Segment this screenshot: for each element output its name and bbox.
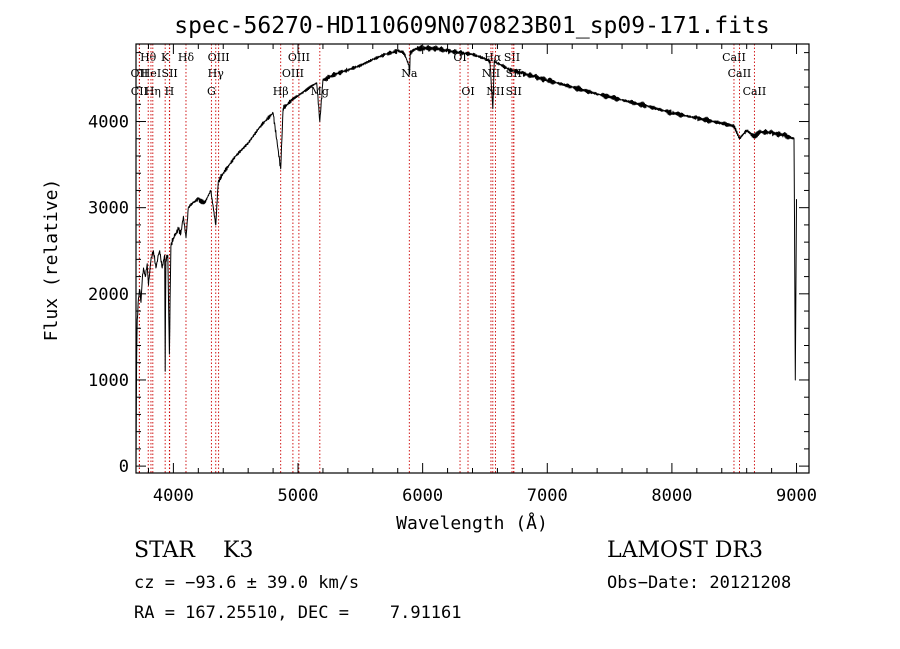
y-tick-label-3: 3000 bbox=[88, 199, 129, 219]
plot-frame bbox=[135, 43, 810, 474]
y-tick-label-2: 2000 bbox=[88, 285, 129, 305]
y-tick-label-0: 0 bbox=[119, 457, 129, 477]
x-tick-label-2: 6000 bbox=[402, 486, 443, 506]
x-tick-label-5: 9000 bbox=[776, 486, 817, 506]
chart-title: spec-56270-HD110609N070823B01_sp09-171.f… bbox=[174, 13, 769, 39]
line-marker-label-13: OIII bbox=[288, 51, 310, 64]
line-marker-label-2: Hθ bbox=[140, 51, 157, 64]
line-marker-label-7: H bbox=[165, 85, 175, 98]
line-marker-label-18: OI bbox=[461, 85, 474, 98]
x-axis-label: Wavelength (Å) bbox=[396, 512, 548, 534]
line-marker-label-26: CaII bbox=[728, 67, 752, 80]
axes: 4000 5000 6000 7000 8000 9000 0 1000 2000 3000 400… bbox=[88, 44, 817, 506]
line-marker-label-12: Hβ bbox=[273, 85, 289, 98]
line-marker-label-4: Hη bbox=[145, 85, 161, 98]
line-marker-label-25: CaII bbox=[722, 51, 746, 64]
survey-name: LAMOST DR3 bbox=[607, 538, 763, 563]
ra-dec: RA = 167.25510, DEC = 7.91161 bbox=[134, 603, 462, 623]
line-marker-label-14: OIII bbox=[282, 67, 304, 80]
line-marker-label-21: NII bbox=[486, 85, 504, 98]
obs-date: Obs−Date: 20121208 bbox=[607, 573, 792, 593]
line-marker-label-19: Hα bbox=[484, 51, 502, 64]
line-marker-label-24: SII bbox=[506, 85, 522, 98]
line-marker-label-9: OIII bbox=[208, 51, 230, 64]
y-tick-label-1: 1000 bbox=[88, 371, 129, 391]
line-marker-label-8: Hδ bbox=[178, 51, 195, 64]
line-marker-label-11: G bbox=[207, 85, 216, 98]
spectrum-line bbox=[135, 44, 797, 467]
y-axis-label: Flux (relative) bbox=[41, 179, 62, 342]
line-marker-label-10: Hγ bbox=[208, 67, 225, 80]
line-marker-label-3: HeI bbox=[141, 67, 161, 80]
line-marker-label-15: Mg bbox=[311, 85, 329, 98]
object-class: STAR K3 bbox=[134, 538, 254, 563]
line-marker-label-1: CII bbox=[131, 85, 148, 98]
x-tick-label-3: 7000 bbox=[527, 486, 568, 506]
line-marker-label-5: K bbox=[161, 51, 170, 64]
redshift-cz: cz = −93.6 ± 39.0 km/s bbox=[134, 573, 360, 593]
x-tick-label-0: 4000 bbox=[153, 486, 194, 506]
line-marker-label-27: CaII bbox=[743, 85, 767, 98]
x-tick-label-4: 8000 bbox=[651, 486, 692, 506]
y-tick-label-4: 4000 bbox=[88, 113, 129, 133]
series-group bbox=[135, 44, 797, 467]
line-marker-label-22: SII bbox=[504, 51, 520, 64]
x-tick-label-1: 5000 bbox=[278, 486, 319, 506]
